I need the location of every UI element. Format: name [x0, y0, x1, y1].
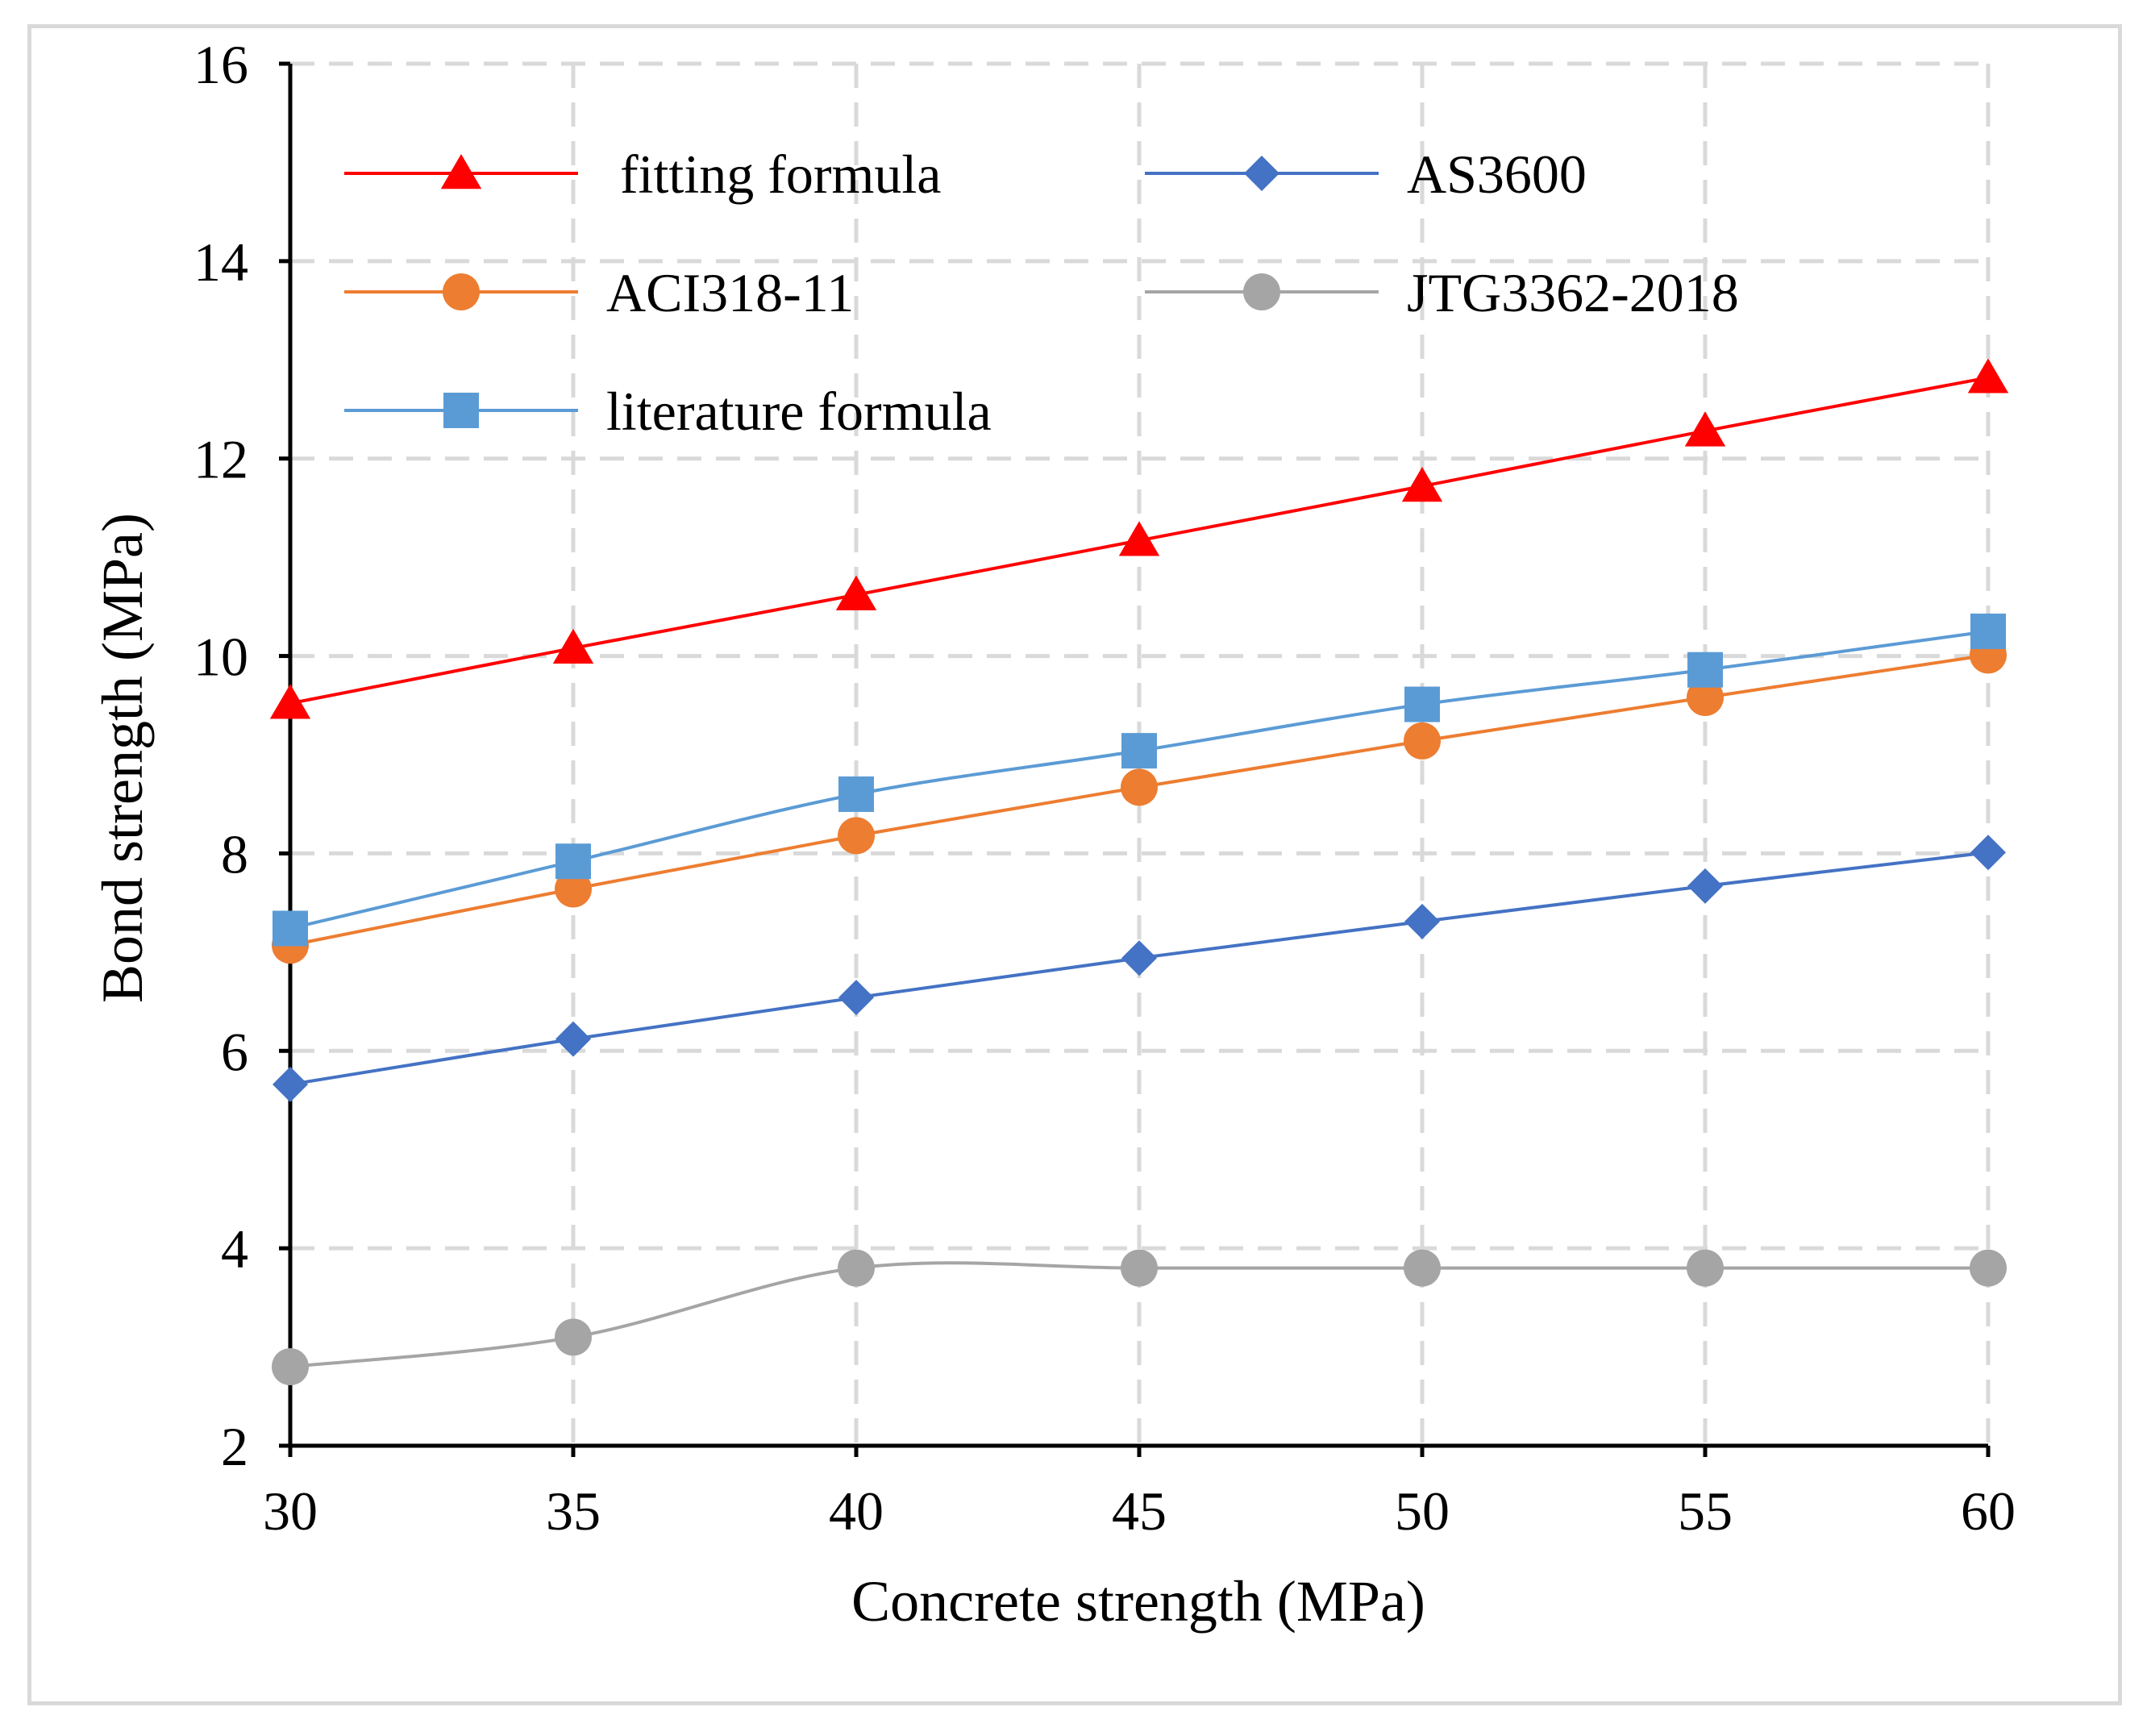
- legend-item-aci318-11: ACI318-11: [344, 262, 854, 323]
- data-point: [1687, 1249, 1724, 1287]
- data-point: [1404, 903, 1440, 939]
- y-tick-label: 10: [193, 627, 248, 688]
- legend-label: ACI318-11: [606, 262, 854, 323]
- data-point: [555, 870, 592, 908]
- data-point: [1684, 411, 1726, 447]
- y-tick-label: 16: [193, 34, 248, 95]
- legend-marker: [443, 273, 480, 310]
- data-point: [838, 776, 874, 812]
- y-tick-label: 8: [221, 823, 248, 885]
- data-point: [1118, 521, 1160, 556]
- data-point: [838, 1249, 875, 1287]
- data-point: [1121, 940, 1157, 976]
- data-point: [838, 817, 875, 855]
- data-point: [1687, 868, 1723, 904]
- legend-label: fitting formula: [606, 144, 941, 205]
- x-tick-label: 60: [1961, 1480, 2016, 1542]
- data-point: [272, 1348, 309, 1386]
- data-point: [273, 1066, 308, 1102]
- legend: fitting formula AS3600 ACI318-11 JTG3362-20…: [344, 144, 1739, 442]
- x-tick-label: 30: [263, 1480, 318, 1542]
- y-tick-label: 6: [221, 1021, 248, 1082]
- series-literature-formula: [273, 613, 2006, 947]
- data-point: [555, 1318, 592, 1356]
- legend-label: literature formula: [606, 381, 992, 442]
- data-point: [1970, 1249, 2007, 1287]
- data-point: [1404, 1249, 1441, 1287]
- data-point: [552, 628, 594, 664]
- axes: 2 4 6 8 10 12 14 16 30 35 40 45 50 55 60: [193, 34, 2016, 1542]
- data-point: [555, 843, 591, 880]
- data-point: [273, 910, 308, 947]
- legend-item-as3600: AS3600: [1145, 144, 1587, 205]
- x-tick-label: 55: [1678, 1480, 1733, 1542]
- x-tick-label: 50: [1395, 1480, 1450, 1542]
- legend-marker: [1244, 156, 1279, 191]
- y-tick-label: 2: [221, 1416, 248, 1477]
- data-point: [1970, 835, 2006, 871]
- data-point: [838, 980, 874, 1016]
- x-tick-label: 35: [546, 1480, 601, 1542]
- series: [269, 358, 2009, 1386]
- legend-label: JTG3362-2018: [1407, 262, 1739, 323]
- data-point: [1121, 733, 1157, 769]
- legend-item-literature-formula: literature formula: [344, 381, 992, 442]
- data-point: [269, 684, 311, 719]
- y-tick-label: 4: [221, 1218, 248, 1280]
- series-as3600: [273, 835, 2006, 1102]
- legend-marker: [1243, 273, 1280, 310]
- data-point: [1121, 1249, 1158, 1287]
- data-point: [1121, 768, 1158, 806]
- series-jtg3362-2018: [272, 1249, 2007, 1386]
- data-point: [835, 575, 877, 610]
- legend-item-jtg3362-2018: JTG3362-2018: [1145, 262, 1739, 323]
- x-tick-label: 40: [829, 1480, 884, 1542]
- legend-marker: [443, 393, 479, 428]
- data-point: [1687, 652, 1723, 688]
- data-point: [1404, 722, 1441, 760]
- x-tick-label: 45: [1112, 1480, 1167, 1542]
- legend-label: AS3600: [1407, 144, 1587, 205]
- data-point: [555, 1021, 591, 1057]
- legend-marker: [440, 154, 482, 189]
- data-point: [1404, 686, 1440, 722]
- data-point: [1687, 678, 1724, 716]
- legend-item-fitting-formula: fitting formula: [344, 144, 941, 205]
- series-fitting-formula: [269, 358, 2009, 719]
- data-point: [1970, 613, 2006, 649]
- y-axis-title: Bond strength (MPa): [90, 513, 155, 1003]
- data-point: [1967, 358, 2009, 393]
- data-point: [1401, 466, 1443, 502]
- y-tick-label: 12: [193, 429, 248, 490]
- y-tick-label: 14: [193, 231, 248, 293]
- x-axis-title: Concrete strength (MPa): [851, 1569, 1425, 1634]
- chart-frame: [27, 24, 2122, 1705]
